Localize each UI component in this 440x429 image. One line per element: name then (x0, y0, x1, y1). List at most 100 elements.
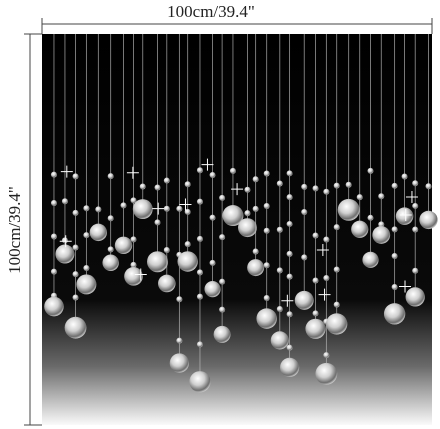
bead (176, 296, 183, 303)
crystal-ball (169, 353, 190, 373)
bead (323, 236, 330, 243)
crystal-ball (147, 251, 169, 273)
crystal-ball (55, 244, 75, 264)
bead (312, 232, 319, 239)
sparkle (60, 165, 73, 178)
width-label: 100cm/39.4" (167, 2, 255, 21)
bead (276, 180, 283, 187)
crystal-ball (351, 220, 369, 238)
crystal-ball (405, 287, 425, 307)
bead (323, 188, 330, 195)
bead (301, 208, 308, 215)
bead (61, 237, 68, 244)
bead (163, 205, 170, 212)
sparkle (59, 235, 72, 248)
bead (50, 171, 57, 178)
bead (333, 224, 340, 231)
bead (356, 194, 363, 201)
crystal-ball (114, 236, 133, 255)
bead (72, 209, 79, 216)
bead (244, 210, 251, 217)
bead (301, 183, 308, 190)
crystal-ball (238, 218, 257, 238)
crystal-ball (337, 198, 360, 221)
bead (286, 311, 293, 318)
bead (286, 273, 293, 280)
bead (107, 215, 114, 222)
bead (276, 267, 283, 274)
crystal-ball (189, 371, 211, 393)
bead (425, 183, 432, 190)
bead (286, 220, 293, 227)
bead (184, 181, 191, 188)
bead (219, 306, 226, 313)
bead (276, 305, 283, 312)
bead (286, 170, 293, 177)
sparkle (231, 183, 244, 196)
sparkle (152, 202, 165, 215)
crystal-ball (76, 274, 97, 295)
bead (72, 244, 79, 251)
crystal-strings (44, 34, 438, 393)
bead (412, 202, 419, 209)
crystal-ball (279, 357, 300, 378)
label-bg (4, 140, 26, 320)
crystal-ball (124, 266, 143, 286)
crystal-ball (89, 223, 108, 242)
bead (83, 232, 90, 239)
bead (176, 205, 183, 212)
bead (130, 197, 137, 204)
bead (333, 266, 340, 273)
sparkle (201, 158, 214, 171)
bead (95, 206, 102, 213)
bead (163, 247, 170, 254)
bead (139, 183, 146, 190)
bead (209, 172, 216, 179)
bead (196, 269, 203, 276)
bead (252, 205, 259, 212)
bead (163, 177, 170, 184)
bead (323, 352, 330, 359)
bead (323, 275, 330, 282)
bead (401, 173, 408, 180)
crystal-ball (247, 259, 265, 277)
crystal-ball (132, 199, 153, 219)
bead (367, 214, 374, 221)
bead (219, 194, 226, 201)
bead (312, 310, 319, 317)
bead (196, 235, 203, 242)
crystal-ball (44, 296, 64, 317)
sparkle (179, 198, 192, 211)
bead (286, 344, 293, 351)
bead (50, 233, 57, 240)
bead (184, 241, 191, 248)
crystal-ball (315, 362, 338, 385)
bead (120, 202, 127, 209)
crystal-ball (294, 290, 314, 310)
bead (412, 267, 419, 274)
crystal-ball (362, 251, 379, 268)
crystal-ball (213, 325, 231, 343)
bead (412, 226, 419, 233)
sparkle (399, 208, 412, 221)
bead (209, 214, 216, 221)
bead (229, 167, 236, 174)
crystal-ball (305, 318, 326, 339)
bead (263, 170, 270, 177)
bead (252, 176, 259, 183)
crystal-ball (372, 226, 391, 244)
label-bg (125, 2, 297, 22)
bead (391, 226, 398, 233)
sparkle (318, 288, 331, 301)
height-label: 100cm/39.4" (5, 186, 24, 274)
sparkle (399, 280, 412, 293)
bead (154, 184, 161, 191)
bead (209, 259, 216, 266)
bead (391, 283, 398, 290)
crystal-ball (64, 316, 87, 339)
bead (50, 268, 57, 275)
bead (244, 186, 251, 193)
bead (286, 194, 293, 201)
